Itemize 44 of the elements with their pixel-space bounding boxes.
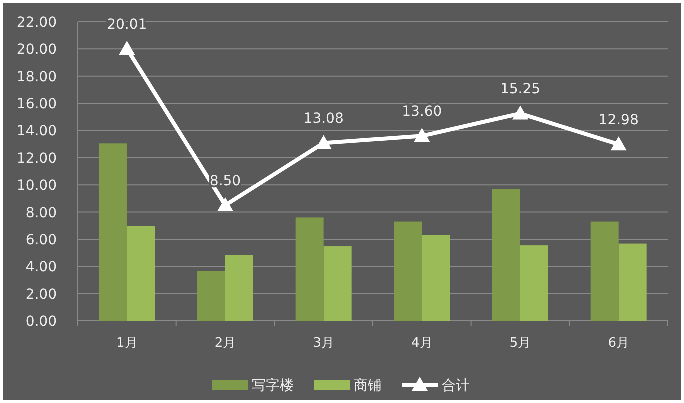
y-tick-label: 22.00 xyxy=(16,15,57,31)
point xyxy=(316,135,332,150)
x-tick-label: 1月 xyxy=(116,336,138,351)
y-tick-label: 2.00 xyxy=(26,286,57,303)
x-tick-label: 3月 xyxy=(313,336,334,351)
data-label: 15.25 xyxy=(500,82,541,98)
data-label: 20.01 xyxy=(107,17,148,34)
y-tick-label: 18.00 xyxy=(16,69,57,86)
y-tick-label: 12.00 xyxy=(16,150,57,167)
bar xyxy=(618,244,647,321)
y-tick-label: 10.00 xyxy=(16,178,57,194)
x-tick-label: 4月 xyxy=(412,336,433,351)
bar xyxy=(394,222,422,321)
bar xyxy=(198,271,226,321)
point xyxy=(610,136,627,151)
x-tick-label: 2月 xyxy=(214,336,236,351)
bar xyxy=(99,144,128,321)
point xyxy=(119,41,136,56)
y-tick-label: 16.00 xyxy=(16,96,57,113)
y-tick-label: 0.00 xyxy=(26,314,57,330)
bar xyxy=(492,189,520,321)
bar xyxy=(296,218,324,321)
bar xyxy=(520,246,548,321)
point xyxy=(218,197,234,212)
data-label: 13.08 xyxy=(304,111,344,128)
y-tick-label: 6.00 xyxy=(26,232,57,248)
y-tick-label: 4.00 xyxy=(26,260,57,276)
bar xyxy=(590,222,619,321)
bar xyxy=(324,246,352,321)
x-tick-label: 6月 xyxy=(608,336,630,351)
legend-label: 写字楼 xyxy=(252,378,294,394)
data-label: 13.60 xyxy=(402,104,442,120)
y-tick-label: 20.00 xyxy=(16,42,57,58)
point xyxy=(414,128,430,142)
bar xyxy=(226,255,254,321)
point xyxy=(512,106,528,120)
x-tick-label: 5月 xyxy=(510,336,532,351)
bar xyxy=(127,226,156,321)
legend-label: 合计 xyxy=(442,378,470,394)
y-tick-label: 8.00 xyxy=(26,205,57,222)
data-label: 12.98 xyxy=(598,112,639,129)
y-tick-label: 14.00 xyxy=(16,124,57,140)
legend-label: 商铺 xyxy=(354,378,382,394)
bar xyxy=(422,235,450,321)
